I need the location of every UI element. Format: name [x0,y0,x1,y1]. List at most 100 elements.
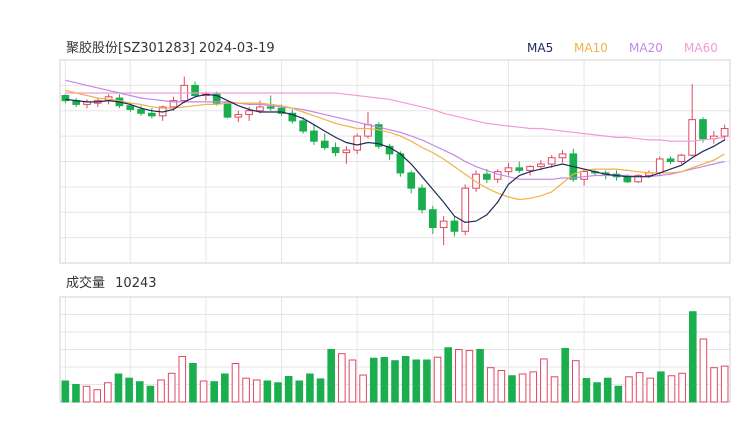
volume-bar [710,367,718,403]
volume-label: 成交量 10243 [66,275,157,291]
candle-body [526,166,534,171]
volume-bar [114,373,123,403]
candle [234,110,243,123]
candle-body [223,102,232,118]
volume-bar [295,380,304,403]
candle [677,153,686,165]
candle [688,84,697,157]
candle-body [277,107,286,114]
ma20-line [65,79,725,180]
candle [288,109,297,124]
volume-bar [231,363,240,403]
volume-label-value: 10243 [115,276,156,291]
candle [137,105,145,116]
legend: MA5 MA10 MA20 MA60 [527,41,718,55]
volume-bar [433,356,442,403]
candle [331,142,340,157]
candle-body [320,140,329,149]
volume-bar [508,375,516,403]
candle-body [504,167,513,173]
candle-body [353,135,362,151]
volume-bar [306,373,314,403]
volume-bar [104,382,112,403]
volume-bar [274,382,282,403]
volume-bar [401,356,410,403]
ma-lines-layer [65,79,725,224]
candle [320,133,329,151]
candle-body [428,209,437,228]
candle-body [148,112,156,117]
volume-bar [465,350,474,403]
volume-bar [82,385,91,403]
candle-body [169,100,178,108]
candle [396,151,405,177]
legend-ma5: MA5 [527,41,553,55]
volume-bar [391,360,399,403]
candle-body [299,120,307,132]
volume-bar [688,311,697,403]
volume-bar [657,371,665,403]
volume-layer [61,311,729,403]
candle-body [331,147,340,154]
candle [580,169,588,186]
volume-bar [529,371,538,403]
candle-body [61,95,70,102]
volume-bar [678,372,686,403]
candle-body [666,158,675,162]
candle [148,108,156,119]
volume-bar [476,349,484,403]
candle-body [515,167,524,171]
volume-bar [614,385,623,403]
volume-bar [359,374,367,403]
candle [461,184,470,236]
candle-body [418,187,426,211]
volume-bar [178,356,187,403]
candle [666,156,675,165]
candle-body [634,174,642,183]
candle [212,91,221,106]
candle [342,146,351,165]
candle [407,170,416,194]
candle-body [537,163,545,168]
volume-bar [210,381,219,403]
volume-bar [582,378,591,403]
candle-body [677,154,686,162]
candle-body [688,119,697,156]
volume-bar [699,338,708,403]
ma5-line [65,93,725,224]
candle [483,169,491,184]
volume-bar [327,349,335,403]
candle-body [461,187,470,232]
volume-bar [625,376,633,403]
volume-bar [561,347,569,403]
volume-label-text: 成交量 [66,275,105,291]
candle-body [266,106,275,109]
candle [515,161,524,173]
candle-body [212,93,221,104]
candle [439,216,448,246]
candle [504,162,513,176]
volume-bar [72,384,80,403]
candle-body [256,106,264,112]
candle [418,184,426,214]
candle [634,174,642,184]
volume-bar [720,365,729,403]
volume-bar [221,373,229,403]
volume-bar [455,349,463,403]
candle [266,95,275,111]
candle-body [126,105,135,110]
candle [450,216,459,237]
candle [83,99,91,109]
volume-bar [135,381,144,403]
chart-title: 聚胶股份[SZ301283] 2024-03-19 [66,40,275,56]
candle-body [191,84,199,97]
volume-bar [369,357,378,403]
candle-body [558,153,567,159]
candle-body [483,173,491,180]
legend-ma20: MA20 [629,41,663,55]
volume-bar [242,377,250,403]
candle [526,165,534,176]
candle [709,131,718,144]
